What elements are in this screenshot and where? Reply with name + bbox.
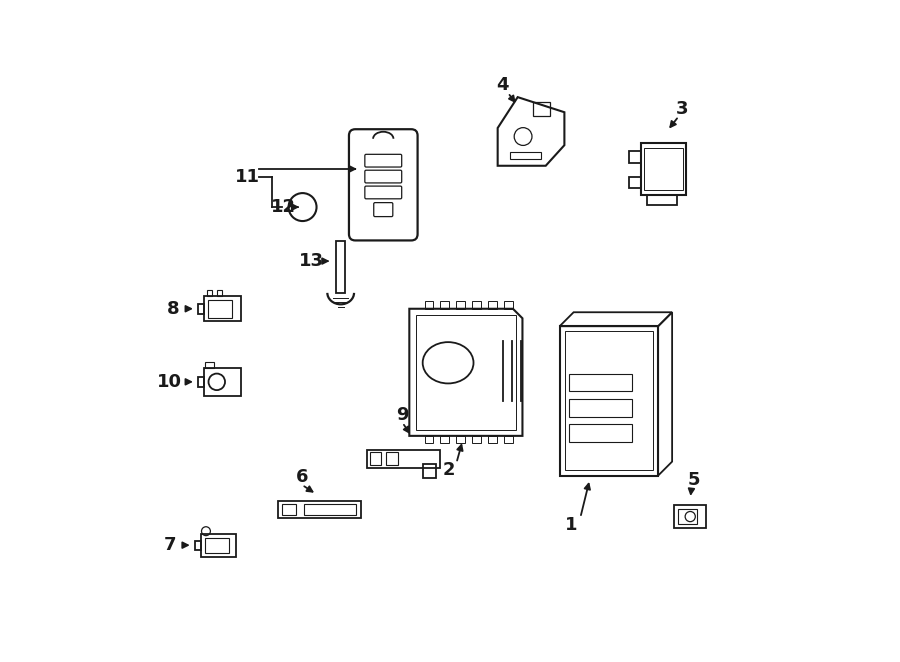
Bar <box>198 377 204 387</box>
Bar <box>533 103 551 117</box>
Bar <box>504 301 513 308</box>
Bar <box>440 436 449 444</box>
Bar <box>629 177 641 188</box>
Bar <box>569 399 632 417</box>
Bar <box>456 301 465 308</box>
Bar <box>278 501 361 518</box>
Bar <box>674 505 706 528</box>
Bar <box>472 301 482 308</box>
Text: 2: 2 <box>443 461 455 479</box>
Bar <box>337 241 345 293</box>
Text: 4: 4 <box>496 76 508 94</box>
Bar <box>644 148 682 190</box>
Bar <box>488 301 497 308</box>
Bar <box>560 326 658 475</box>
Bar <box>440 301 449 308</box>
Bar <box>204 538 229 553</box>
Bar <box>472 436 482 444</box>
Bar <box>425 436 434 444</box>
Text: 6: 6 <box>296 468 308 486</box>
Text: 8: 8 <box>167 300 180 318</box>
Bar <box>679 509 698 524</box>
Text: 3: 3 <box>676 99 688 118</box>
Bar <box>564 331 653 471</box>
Bar <box>647 195 677 205</box>
Bar <box>207 291 212 296</box>
Text: 9: 9 <box>396 406 409 424</box>
Text: 1: 1 <box>564 516 577 534</box>
Bar <box>217 291 222 296</box>
Text: 5: 5 <box>688 471 699 489</box>
Bar <box>370 452 382 465</box>
Bar <box>198 304 204 314</box>
Bar <box>304 504 356 515</box>
Bar <box>423 464 436 478</box>
Bar <box>208 300 232 318</box>
Bar <box>194 541 201 550</box>
Bar <box>425 301 434 308</box>
Bar <box>510 152 541 160</box>
Text: 11: 11 <box>236 168 260 186</box>
Bar <box>416 315 516 430</box>
Text: 13: 13 <box>299 252 324 270</box>
Bar <box>386 452 398 465</box>
Bar <box>456 436 465 444</box>
Bar <box>205 361 214 368</box>
Bar <box>204 368 241 396</box>
Bar <box>569 424 632 442</box>
Text: 7: 7 <box>164 536 176 554</box>
Bar <box>504 436 513 444</box>
Bar <box>641 143 687 195</box>
Bar <box>629 151 641 163</box>
Bar <box>569 373 632 391</box>
Bar <box>204 296 241 322</box>
Bar <box>367 450 440 467</box>
Text: 12: 12 <box>271 198 296 216</box>
Text: 10: 10 <box>157 373 182 391</box>
Bar <box>488 436 497 444</box>
Bar <box>282 504 295 515</box>
Bar <box>201 534 236 557</box>
